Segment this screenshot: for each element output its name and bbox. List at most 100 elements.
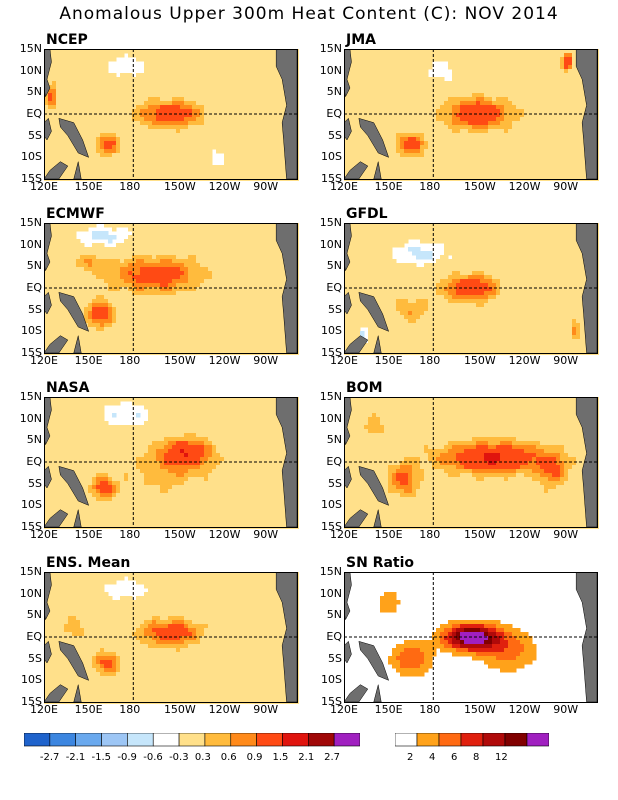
field-cell — [96, 133, 101, 138]
field-cell — [52, 295, 57, 300]
field-cell — [80, 331, 85, 336]
field-cell — [88, 101, 93, 106]
field-cell — [388, 173, 393, 178]
field-cell — [188, 113, 193, 118]
field-cell — [208, 53, 213, 58]
field-cell — [424, 113, 429, 118]
field-cell — [96, 173, 101, 178]
field-cell — [532, 81, 537, 86]
field-cell — [472, 61, 477, 66]
field-cell — [196, 149, 201, 154]
field-cell — [108, 239, 113, 244]
field-cell — [248, 109, 253, 114]
field-cell — [116, 125, 121, 130]
field-cell — [552, 121, 557, 126]
x-tick-label: 120W — [208, 354, 241, 367]
field-cell — [124, 267, 129, 272]
field-cell — [212, 101, 217, 106]
field-cell — [96, 279, 101, 284]
field-cell — [88, 97, 93, 102]
field-cell — [248, 157, 253, 162]
field-cell — [532, 49, 537, 54]
field-cell — [164, 153, 169, 158]
field-cell — [412, 165, 417, 170]
field-cell — [168, 117, 173, 122]
field-cell — [136, 247, 141, 252]
field-cell — [352, 153, 357, 158]
field-cell — [516, 77, 521, 82]
field-cell — [124, 149, 129, 154]
field-cell — [368, 169, 373, 174]
field-cell — [116, 327, 121, 332]
field-cell — [564, 113, 569, 118]
field-cell — [436, 161, 441, 166]
field-cell — [488, 89, 493, 94]
field-cell — [564, 97, 569, 102]
field-cell — [116, 85, 121, 90]
field-cell — [88, 61, 93, 66]
field-cell — [492, 173, 497, 178]
field-cell — [68, 271, 73, 276]
field-cell — [84, 307, 89, 312]
field-cell — [516, 113, 521, 118]
field-cell — [416, 109, 421, 114]
field-cell — [544, 153, 549, 158]
field-cell — [456, 81, 461, 86]
field-cell — [120, 311, 125, 316]
field-cell — [436, 133, 441, 138]
field-cell — [556, 121, 561, 126]
field-cell — [240, 77, 245, 82]
field-cell — [48, 121, 53, 126]
field-cell — [216, 113, 221, 118]
field-cell — [56, 259, 61, 264]
field-cell — [524, 97, 529, 102]
field-cell — [492, 137, 497, 142]
field-cell — [52, 53, 57, 58]
field-cell — [112, 271, 117, 276]
field-cell — [572, 77, 577, 82]
field-cell — [88, 65, 93, 70]
field-cell — [64, 173, 69, 178]
field-cell — [60, 307, 65, 312]
field-cell — [348, 133, 353, 138]
field-cell — [472, 117, 477, 122]
field-cell — [128, 113, 133, 118]
field-cell — [272, 49, 277, 54]
field-cell — [540, 57, 545, 62]
field-cell — [104, 291, 109, 296]
field-cell — [360, 141, 365, 146]
field-cell — [244, 141, 249, 146]
field-cell — [236, 129, 241, 134]
field-cell — [528, 169, 533, 174]
field-cell — [372, 153, 377, 158]
field-cell — [68, 247, 73, 252]
field-cell — [124, 315, 129, 320]
field-cell — [564, 69, 569, 74]
field-cell — [556, 157, 561, 162]
field-cell — [468, 61, 473, 66]
field-cell — [68, 149, 73, 154]
field-cell — [192, 125, 197, 130]
field-cell — [524, 89, 529, 94]
field-cell — [128, 173, 133, 178]
field-cell — [48, 243, 53, 248]
field-cell — [432, 97, 437, 102]
field-cell — [128, 243, 133, 248]
field-cell — [184, 113, 189, 118]
field-cell — [548, 141, 553, 146]
field-cell — [512, 101, 517, 106]
field-cell — [496, 49, 501, 54]
field-cell — [156, 89, 161, 94]
field-cell — [160, 57, 165, 62]
field-cell — [168, 97, 173, 102]
field-cell — [540, 153, 545, 158]
field-cell — [120, 275, 125, 280]
field-cell — [368, 109, 373, 114]
field-cell — [104, 287, 109, 292]
field-cell — [564, 149, 569, 154]
field-cell — [208, 85, 213, 90]
field-cell — [52, 323, 57, 328]
field-cell — [472, 125, 477, 130]
field-cell — [80, 65, 85, 70]
field-cell — [360, 49, 365, 54]
